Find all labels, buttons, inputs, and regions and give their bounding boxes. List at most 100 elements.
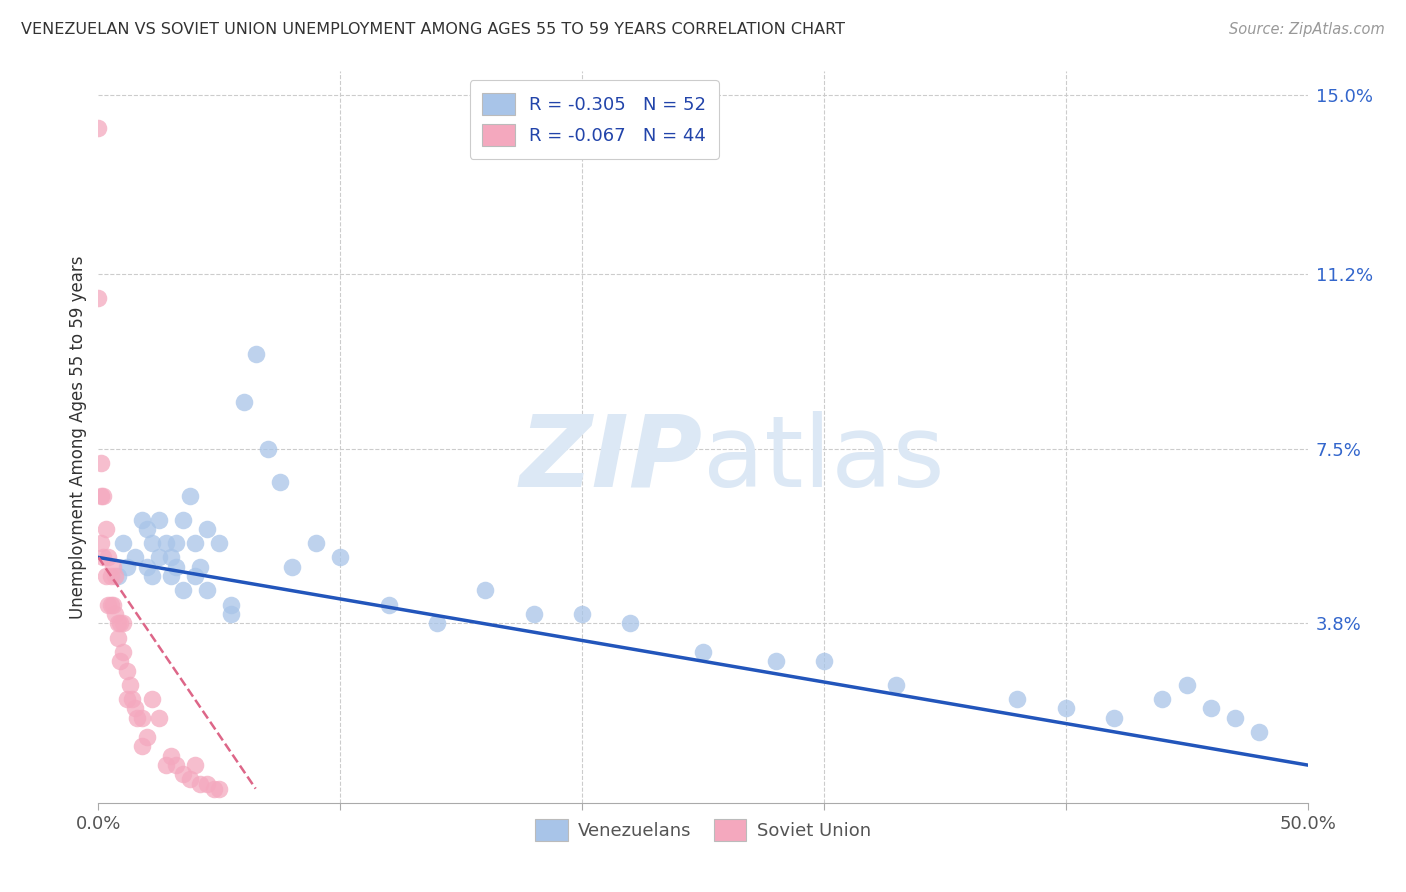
Point: [135, 522, 157, 536]
Point: [101, 598, 124, 612]
Legend: Venezuelans, Soviet Union: Venezuelans, Soviet Union: [527, 812, 879, 848]
Point: [94, 569, 117, 583]
Point: [204, 781, 226, 796]
Point: [124, 550, 146, 565]
Point: [765, 654, 787, 668]
Point: [155, 536, 177, 550]
Point: [571, 607, 593, 621]
Point: [111, 645, 134, 659]
Point: [184, 758, 207, 772]
Point: [195, 522, 218, 536]
Point: [101, 559, 124, 574]
Point: [121, 692, 143, 706]
Point: [104, 607, 127, 621]
Point: [165, 559, 187, 574]
Point: [221, 607, 243, 621]
Point: [245, 347, 267, 361]
Point: [692, 645, 714, 659]
Point: [108, 616, 131, 631]
Point: [305, 536, 328, 550]
Point: [160, 748, 183, 763]
Point: [179, 772, 201, 787]
Point: [1199, 701, 1222, 715]
Point: [184, 569, 207, 583]
Point: [91, 550, 114, 565]
Point: [97, 550, 120, 565]
Point: [281, 559, 304, 574]
Point: [111, 616, 134, 631]
Point: [90, 489, 112, 503]
Point: [97, 598, 120, 612]
Point: [141, 692, 163, 706]
Point: [141, 536, 163, 550]
Point: [118, 678, 141, 692]
Point: [813, 654, 835, 668]
Text: ZIP: ZIP: [520, 410, 703, 508]
Point: [172, 767, 194, 781]
Point: [179, 489, 201, 503]
Point: [1249, 725, 1271, 739]
Point: [91, 489, 114, 503]
Point: [1102, 711, 1125, 725]
Point: [90, 456, 112, 470]
Point: [426, 616, 449, 631]
Point: [1007, 692, 1029, 706]
Text: atlas: atlas: [703, 410, 945, 508]
Point: [188, 559, 211, 574]
Point: [100, 569, 122, 583]
Point: [172, 513, 194, 527]
Point: [104, 569, 127, 583]
Point: [131, 513, 153, 527]
Point: [329, 550, 352, 565]
Point: [221, 598, 243, 612]
Point: [141, 569, 163, 583]
Point: [172, 583, 194, 598]
Point: [377, 598, 399, 612]
Point: [100, 598, 122, 612]
Point: [111, 536, 134, 550]
Point: [148, 711, 170, 725]
Point: [208, 781, 231, 796]
Point: [886, 678, 908, 692]
Point: [232, 394, 254, 409]
Point: [1175, 678, 1198, 692]
Point: [131, 711, 153, 725]
Point: [94, 522, 117, 536]
Point: [127, 711, 149, 725]
Point: [117, 664, 139, 678]
Point: [107, 616, 129, 631]
Point: [90, 536, 112, 550]
Point: [1152, 692, 1174, 706]
Point: [165, 758, 187, 772]
Point: [148, 513, 170, 527]
Point: [160, 550, 183, 565]
Point: [195, 777, 218, 791]
Point: [184, 536, 207, 550]
Point: [165, 536, 187, 550]
Point: [523, 607, 546, 621]
Point: [107, 631, 129, 645]
Point: [87, 291, 110, 305]
Point: [155, 758, 177, 772]
Point: [160, 569, 183, 583]
Point: [117, 692, 139, 706]
Point: [619, 616, 641, 631]
Point: [208, 536, 231, 550]
Point: [474, 583, 496, 598]
Point: [1223, 711, 1246, 725]
Point: [124, 701, 146, 715]
Point: [195, 583, 218, 598]
Point: [135, 730, 157, 744]
Point: [135, 559, 157, 574]
Point: [256, 442, 278, 456]
Text: VENEZUELAN VS SOVIET UNION UNEMPLOYMENT AMONG AGES 55 TO 59 YEARS CORRELATION CH: VENEZUELAN VS SOVIET UNION UNEMPLOYMENT …: [21, 22, 845, 37]
Point: [1054, 701, 1077, 715]
Point: [188, 777, 211, 791]
Y-axis label: Unemployment Among Ages 55 to 59 years: Unemployment Among Ages 55 to 59 years: [69, 255, 87, 619]
Point: [148, 550, 170, 565]
Point: [107, 569, 129, 583]
Point: [269, 475, 291, 489]
Point: [117, 559, 139, 574]
Point: [108, 654, 131, 668]
Text: Source: ZipAtlas.com: Source: ZipAtlas.com: [1229, 22, 1385, 37]
